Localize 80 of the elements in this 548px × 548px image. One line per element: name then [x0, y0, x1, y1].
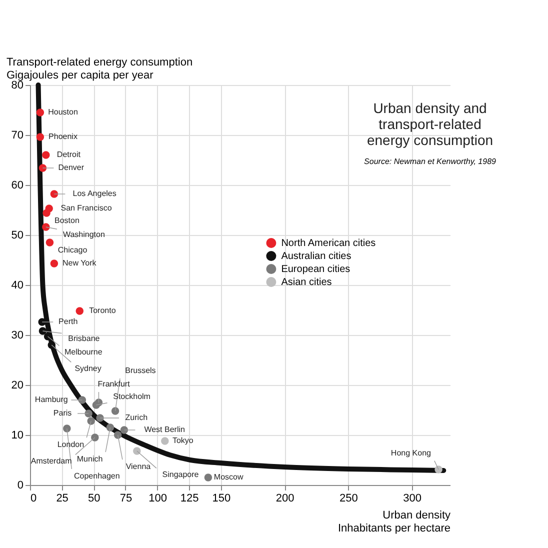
- annotation: Frankfurt: [98, 380, 131, 388]
- point: [48, 341, 56, 349]
- point: [91, 434, 99, 442]
- annotation: Brussels: [125, 366, 156, 375]
- x-axis-title: Urban density Inhabitants per hectare: [338, 510, 451, 534]
- x-tick-label: 150: [212, 492, 231, 504]
- annotation: San Francisco: [60, 204, 112, 212]
- point: [434, 466, 442, 474]
- annotation: Stockholm: [113, 392, 151, 401]
- legend-label: North American cities: [281, 238, 376, 249]
- point: [133, 447, 141, 455]
- x-tick-label: 300: [403, 492, 422, 504]
- point: [46, 238, 54, 246]
- point: [50, 260, 58, 268]
- annotation: Chicago: [58, 246, 88, 254]
- y-tick-label: 10: [11, 430, 24, 442]
- point: [78, 396, 86, 404]
- annotation: Washington: [62, 230, 105, 239]
- annotation: Toronto: [89, 306, 116, 315]
- annotation: Houston: [48, 108, 78, 116]
- annotation: Phoenix: [48, 132, 78, 141]
- annotation: Denver: [58, 163, 84, 172]
- text: Urban density and transport-related energy consumption: [366, 100, 494, 148]
- x-tick-label: 50: [88, 492, 100, 504]
- annotation: New York: [62, 258, 98, 268]
- annotation: Munich: [76, 454, 103, 464]
- annotation: Singapore: [162, 470, 200, 479]
- x-tick-label: 0: [30, 492, 37, 504]
- legend-label: European cities: [281, 264, 350, 275]
- x-tick-label: 125: [180, 492, 199, 504]
- x-tick-label: 250: [340, 492, 358, 504]
- annotation: Sydney: [74, 364, 102, 373]
- y-tick-label: 20: [11, 380, 24, 392]
- point: [42, 223, 50, 231]
- legend-label: Asian cities: [281, 277, 332, 288]
- y-tick-label: 80: [11, 80, 24, 92]
- point: [36, 108, 44, 116]
- annotation: Paris: [53, 408, 72, 418]
- point: [42, 209, 50, 217]
- annotation: London: [57, 440, 84, 449]
- x-tick-label: 200: [276, 492, 294, 504]
- point: [38, 164, 47, 172]
- annotation: Hamburg: [34, 395, 68, 404]
- point: [106, 424, 114, 432]
- annotation: Los Angeles: [72, 189, 116, 198]
- point: [111, 407, 120, 415]
- point: [76, 307, 84, 315]
- point: [114, 431, 122, 439]
- x-tick-label: 25: [56, 492, 68, 504]
- annotation: Perth: [58, 317, 78, 326]
- y-tick-label: 50: [11, 230, 24, 242]
- annotation: Hong Kong: [390, 448, 431, 458]
- annotation: Copenhagen: [74, 472, 120, 480]
- legend-label: Australian cities: [281, 251, 352, 262]
- y-tick-label: 60: [11, 180, 24, 192]
- point: [161, 437, 169, 445]
- annotation: Moscow: [214, 472, 244, 482]
- annotation: Amsterdam: [30, 456, 72, 466]
- annotation: Zurich: [125, 413, 148, 422]
- y-tick-label: 0: [17, 480, 24, 492]
- annotation: West Berlin: [144, 425, 185, 434]
- annotation: Tokyo: [172, 436, 194, 445]
- annotation: Source: Newman et Kenworthy, 1989: [364, 157, 497, 166]
- point: [204, 474, 212, 482]
- x-tick-label: 100: [148, 492, 167, 504]
- y-axis-title: Transport-related energy consumption Gigajoules per capita per year: [6, 56, 193, 82]
- y-tick-label: 30: [11, 330, 24, 342]
- annotation: Brisbane: [68, 334, 100, 343]
- y-tick-label: 70: [11, 130, 24, 142]
- point: [42, 151, 50, 159]
- point: [38, 327, 47, 335]
- annotation: Melbourne: [64, 348, 103, 356]
- y-tick-label: 40: [11, 280, 24, 292]
- annotation: Vienna: [126, 462, 152, 471]
- annotation: Boston: [54, 216, 80, 225]
- point: [63, 424, 71, 432]
- point: [87, 417, 95, 425]
- point: [36, 133, 44, 141]
- x-tick-label: 75: [120, 492, 132, 504]
- annotation: Detroit: [56, 150, 82, 159]
